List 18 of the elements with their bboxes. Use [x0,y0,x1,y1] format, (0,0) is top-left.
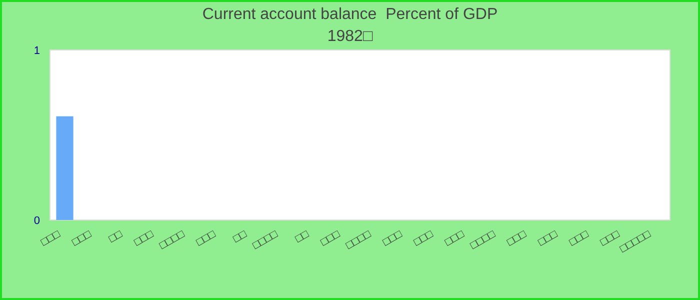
x-tick-label: □□□ [536,228,560,249]
x-tick-label: □□ [293,228,312,246]
y-tick-label: 0 [34,214,40,227]
x-tick-label: □□□ [505,228,529,249]
chart-subtitle: 1982□ [327,28,373,45]
x-tick-label: □□□ [38,228,63,249]
x-tick-label: □□□ [567,228,591,249]
chart-title: Current account balance Percent of GDP [202,6,498,23]
x-tick-label: □□□ [70,228,94,249]
x-tick-label: □□□ [412,228,436,249]
x-tick-label: □□□ [380,228,404,249]
x-tick-label: □□ [231,228,250,246]
y-tick-label: 1 [34,44,40,57]
x-tick-label: □□□ [132,228,156,249]
x-tick-label: □□□ [318,228,342,249]
x-tick-label: □□□ [443,228,467,249]
x-tick-label: □□□ [194,228,218,249]
x-tick-label: □□ [106,228,125,246]
